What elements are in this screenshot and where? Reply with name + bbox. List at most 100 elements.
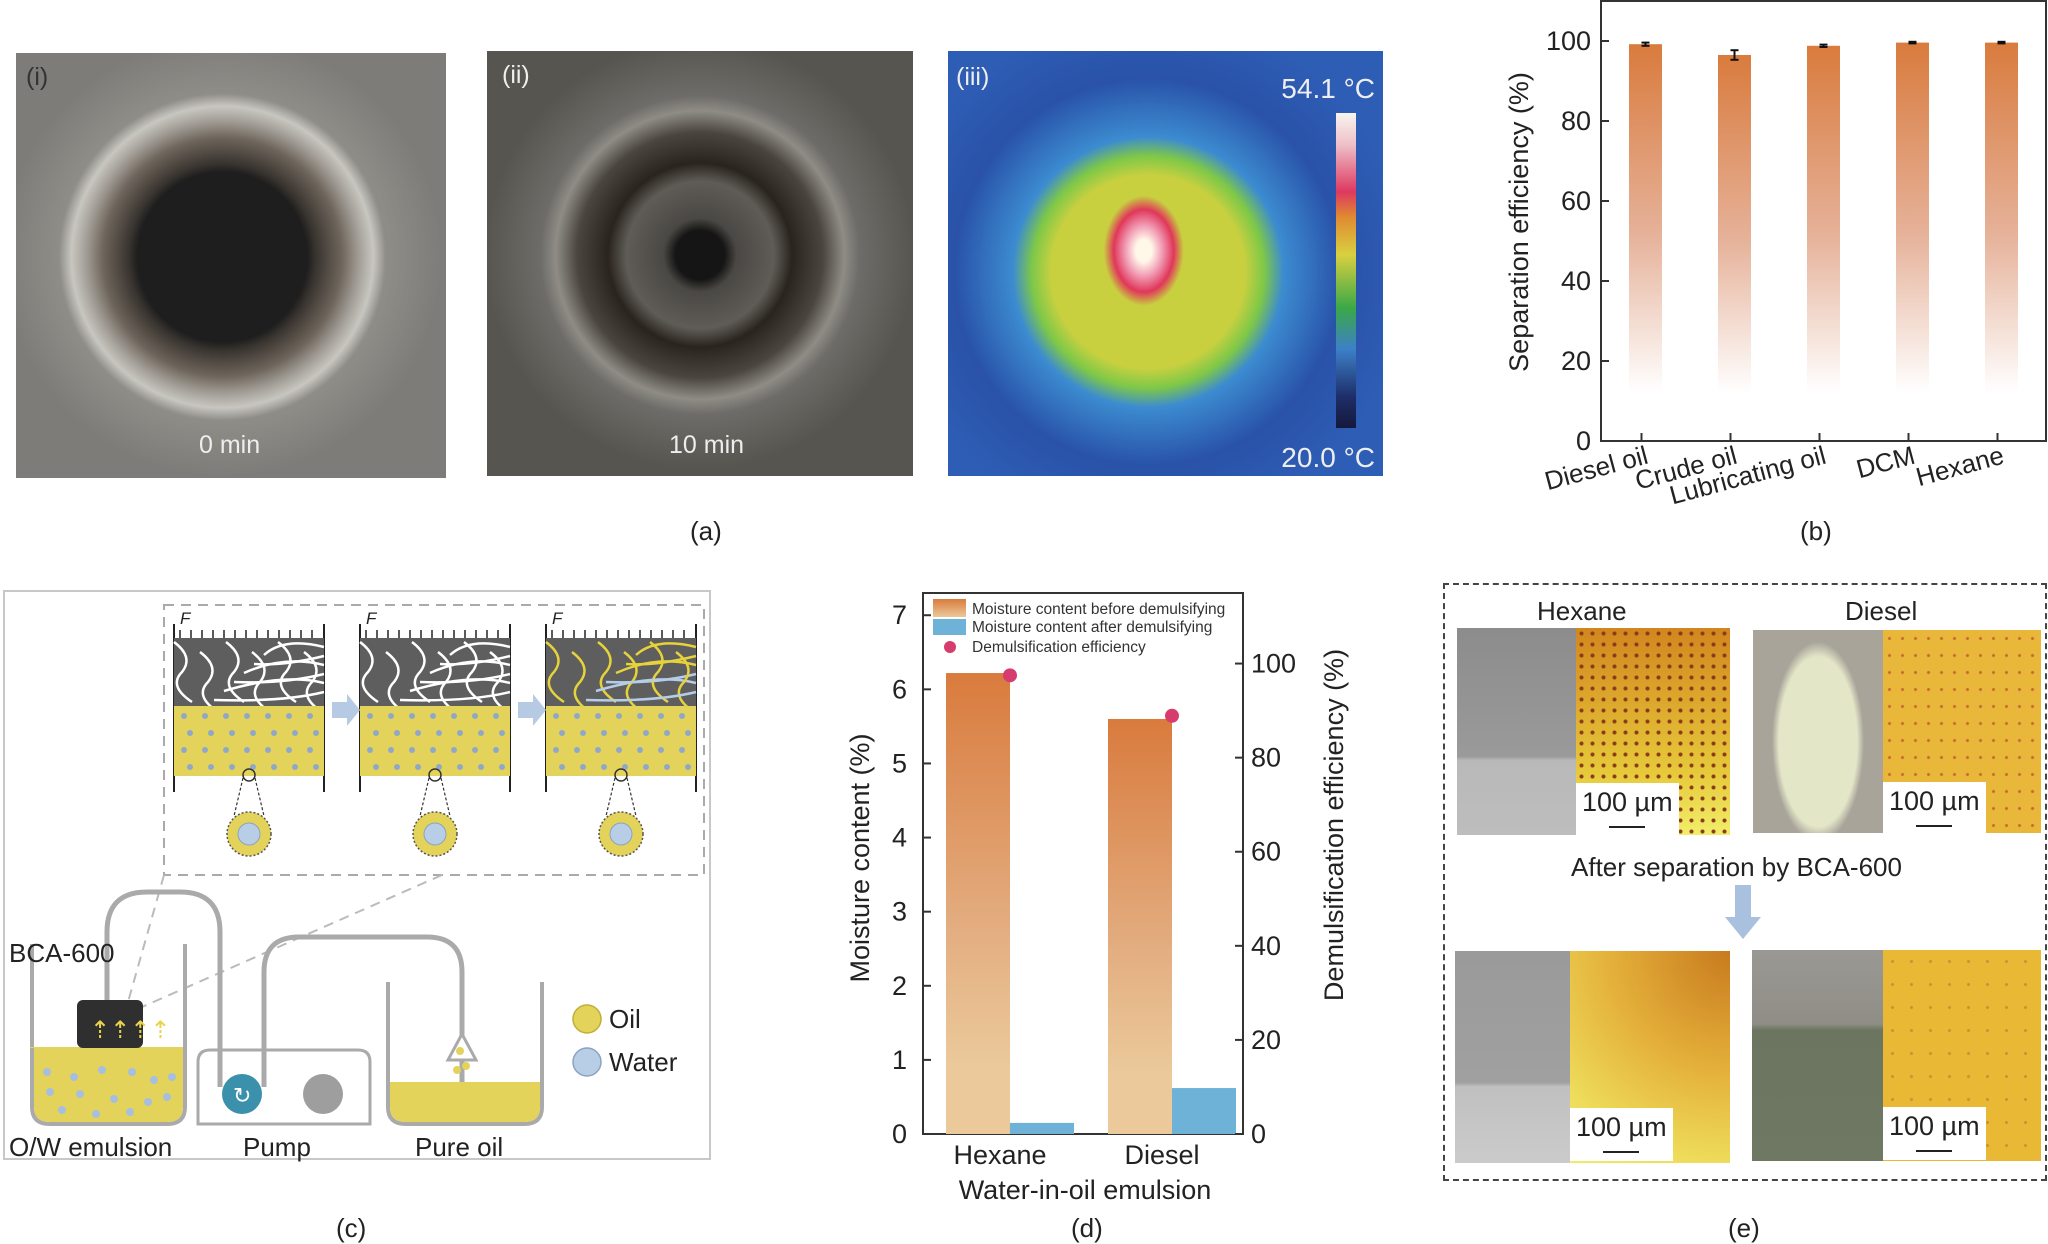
diesel-micrograph-after: 100 µm [1883, 950, 2041, 1161]
y-axis-label-right: Demulsification efficiency (%) [1319, 649, 1349, 1001]
y-tick-label-right: 100 [1251, 649, 1296, 679]
y-tick-label: 6 [892, 674, 907, 704]
bar-dcm [1896, 42, 1929, 393]
pump-rotor-icon [222, 1074, 262, 1114]
temp-max-label: 54.1 °C [1281, 73, 1375, 104]
scale-bar-label: 100 µm [1883, 1107, 1986, 1160]
y-axis-label-left: Moisture content (%) [845, 733, 875, 982]
separation-stage-2: F [359, 609, 511, 857]
y-tick-label: 60 [1561, 186, 1591, 216]
y-tick-label: 2 [892, 971, 907, 1001]
y-tick-label-right: 80 [1251, 743, 1281, 773]
diagram-svg: F F F ⇡⇡⇡⇡ ↻ [30, 604, 705, 1126]
time-label: 10 min [669, 431, 745, 459]
svg-text:↻: ↻ [233, 1083, 251, 1108]
y-tick-label: 3 [892, 897, 907, 927]
caption-b: (b) [1800, 516, 1832, 546]
y-tick-label: 7 [892, 600, 907, 630]
y-tick-label: 100 [1546, 26, 1591, 56]
scale-bar [1916, 825, 1953, 827]
oil-legend-icon [572, 1004, 602, 1034]
legend-water-label: Water [609, 1047, 678, 1077]
legend-swatch-after [933, 619, 966, 635]
header-diesel: Diesel [1845, 596, 1918, 626]
temperature-colorbar [1336, 113, 1356, 428]
time-label: 0 min [199, 431, 261, 459]
legend-marker-efficiency [944, 641, 956, 653]
y-tick-label: 80 [1561, 106, 1591, 136]
bar-before-diesel [1108, 718, 1172, 1134]
hexane-micrograph-after: 100 µm [1570, 951, 1730, 1163]
photo-tag: (iii) [956, 63, 990, 91]
bar-crude-oil [1718, 55, 1751, 393]
legend-label-after: Moisture content after demulsifying [972, 619, 1212, 636]
emulsion-label: O/W emulsion [9, 1132, 173, 1162]
header-hexane: Hexane [1537, 596, 1627, 626]
bar-hexane [1985, 42, 2018, 393]
x-tick-label: Diesel [1124, 1140, 1199, 1170]
process-arrow-icon [518, 694, 546, 726]
legend-label-efficiency: Demulsification efficiency [972, 639, 1146, 656]
bar-lubricating-oil [1807, 45, 1840, 394]
y-tick-label: 0 [1576, 426, 1591, 456]
separation-stage-3: F [545, 609, 697, 857]
efficiency-point-diesel [1165, 708, 1179, 723]
emulsion-comparison-panel: Hexane Diesel 100 µm 100 µm After separa… [1443, 583, 2047, 1181]
y-tick-label: 40 [1561, 266, 1591, 296]
diesel-tube-after [1752, 950, 1883, 1161]
scale-bar-label: 100 µm [1570, 1108, 1673, 1161]
after-separation-label: After separation by BCA-600 [1571, 852, 1902, 882]
diesel-micrograph-before: 100 µm [1883, 630, 2041, 833]
force-label: F [180, 609, 192, 628]
y-tick-label: 4 [892, 823, 907, 853]
x-axis-label: Water-in-oil emulsion [959, 1175, 1212, 1205]
caption-a: (a) [690, 516, 722, 546]
force-label: F [552, 609, 564, 628]
thermal-image: (iii) 54.1 °C 20.0 °C [948, 51, 1383, 476]
bca-600-absorber [77, 1000, 143, 1048]
scale-bar [1916, 1150, 1953, 1152]
water-legend-icon [572, 1047, 602, 1077]
diesel-tube-before [1753, 630, 1883, 833]
photo-beaker-0min: (i) 0 min [16, 53, 446, 478]
hexane-micrograph-before: 100 µm [1576, 628, 1730, 835]
process-arrow-icon [332, 694, 360, 726]
x-tick-label: Hexane [953, 1140, 1046, 1170]
plot-frame [922, 592, 1244, 1135]
legend: Moisture content before demulsifying Moi… [933, 599, 1225, 656]
scale-bar-label: 100 µm [1883, 782, 1986, 833]
separation-stage-1: F [173, 609, 325, 857]
scale-bar [1603, 1151, 1640, 1153]
bar-before-hexane [946, 673, 1010, 1134]
photo-tag: (i) [26, 63, 49, 91]
y-tick-label: 20 [1561, 346, 1591, 376]
efficiency-point-hexane [1003, 668, 1017, 683]
demulsification-chart: 0 1 2 3 4 5 6 7 0 20 40 60 80 100 Hexane Diesel Moist… [845, 592, 1349, 1205]
caption-c: (c) [336, 1213, 367, 1243]
nozzle-icon [445, 1030, 479, 1062]
hexane-tube-after [1455, 951, 1570, 1163]
bar-after-hexane [1010, 1122, 1074, 1134]
legend-swatch-before [933, 599, 966, 617]
bar-diesel-oil [1629, 44, 1662, 393]
force-label: F [366, 609, 378, 628]
legend-label-before: Moisture content before demulsifying [972, 601, 1225, 618]
photo-beaker-10min: (ii) 10 min [487, 51, 913, 476]
down-arrow-icon [1725, 885, 1761, 939]
bar-after-diesel [1172, 1088, 1236, 1134]
y-tick-label: 5 [892, 748, 907, 778]
temp-min-label: 20.0 °C [1281, 442, 1375, 473]
y-tick-label-right: 40 [1251, 931, 1281, 961]
x-tick-label: Hexane [1913, 440, 2007, 492]
y-tick-label: 0 [892, 1119, 907, 1149]
svg-text:⇡⇡⇡⇡: ⇡⇡⇡⇡ [90, 1017, 170, 1044]
y-tick-label-right: 20 [1251, 1025, 1281, 1055]
x-tick-label: DCM [1853, 440, 1918, 484]
scale-bar [1609, 826, 1646, 828]
photo-tag: (ii) [502, 61, 530, 89]
legend-oil-label: Oil [609, 1004, 641, 1034]
pure-oil-label: Pure oil [415, 1132, 504, 1162]
hexane-tube-before [1457, 628, 1576, 835]
caption-d: (d) [1071, 1213, 1103, 1243]
